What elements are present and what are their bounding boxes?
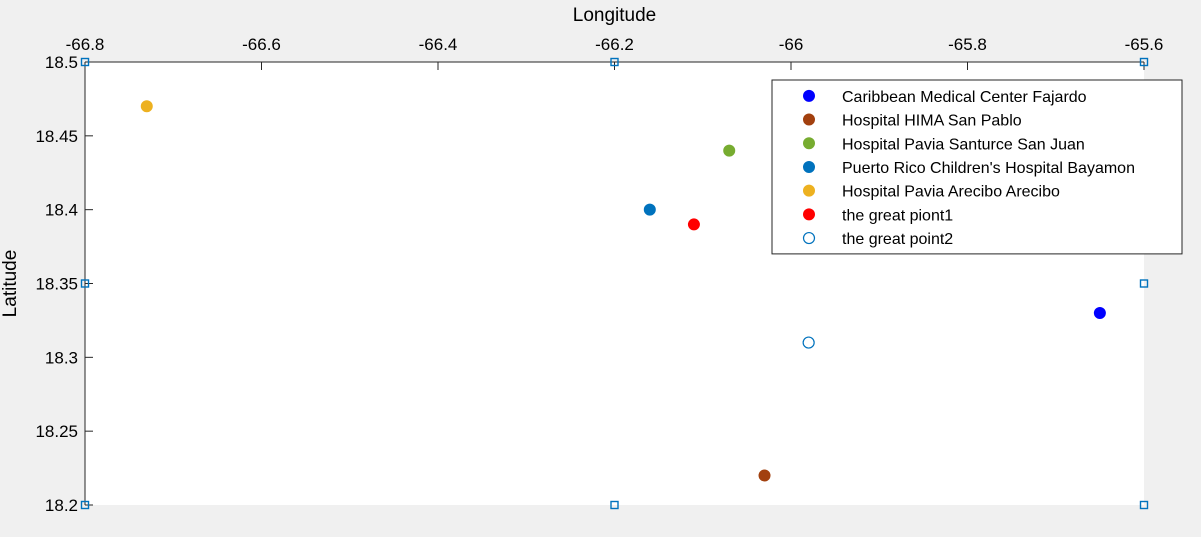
square-marker (80, 500, 90, 510)
legend-entry: Puerto Rico Children's Hospital Bayamon (842, 160, 1135, 177)
legend-entry: Hospital HIMA San Pablo (842, 113, 1022, 130)
legend-marker (803, 208, 815, 221)
x-tick-label: -66 (779, 35, 804, 54)
legend-marker (803, 184, 815, 197)
y-tick-label: 18.5 (45, 53, 78, 72)
legend-box (771, 79, 1183, 255)
legend-marker (803, 160, 815, 173)
square-marker (610, 500, 619, 510)
legend-entry: the great piont1 (842, 207, 953, 224)
y-tick-label: 18.3 (45, 348, 78, 367)
y-tick-label: 18.45 (35, 127, 78, 146)
data-point (1093, 307, 1106, 320)
square-marker (1139, 57, 1149, 67)
square-marker (1139, 279, 1149, 288)
data-point (758, 469, 771, 482)
y-tick-label: 18.25 (35, 422, 78, 441)
data-point (140, 100, 153, 113)
legend-marker (803, 89, 815, 102)
legend-entry: Caribbean Medical Center Fajardo (842, 89, 1087, 106)
x-tick-label: -66.6 (242, 35, 281, 54)
x-tick-label: -66.4 (419, 35, 458, 54)
data-point (723, 144, 736, 157)
legend-entry: the great point2 (842, 231, 953, 248)
legend-marker (803, 113, 815, 126)
legend-marker (802, 231, 816, 245)
square-marker (80, 279, 90, 288)
y-tick-label: 18.2 (45, 496, 78, 515)
data-points (140, 100, 1106, 482)
x-tick-label: -65.8 (948, 35, 987, 54)
data-point (643, 203, 656, 216)
x-tick-label: -66.8 (66, 35, 105, 54)
legend: Caribbean Medical Center Fajardo Hospital… (771, 79, 1183, 255)
data-point (687, 218, 700, 231)
y-tick-label: 18.4 (45, 201, 78, 220)
y-tick-label: 18.35 (35, 275, 78, 294)
legend-entry: Hospital Pavia Arecibo Arecibo (842, 184, 1060, 201)
legend-marker (803, 137, 815, 150)
square-markers (80, 57, 1149, 510)
x-tick-label: -66.2 (595, 35, 634, 54)
axes: -66.8 -66.6 -66.4 -66.2 -66 -65.8 -65.6 18.2 18.… (35, 35, 1163, 515)
y-axis-label: Latitude (0, 250, 21, 318)
data-point (802, 336, 815, 349)
square-marker (80, 57, 90, 67)
x-axis-label: Longitude (573, 5, 656, 26)
square-marker (610, 57, 619, 67)
square-marker (1139, 500, 1149, 510)
legend-entry: Hospital Pavia Santurce San Juan (842, 136, 1085, 153)
x-tick-label: -65.6 (1125, 35, 1164, 54)
